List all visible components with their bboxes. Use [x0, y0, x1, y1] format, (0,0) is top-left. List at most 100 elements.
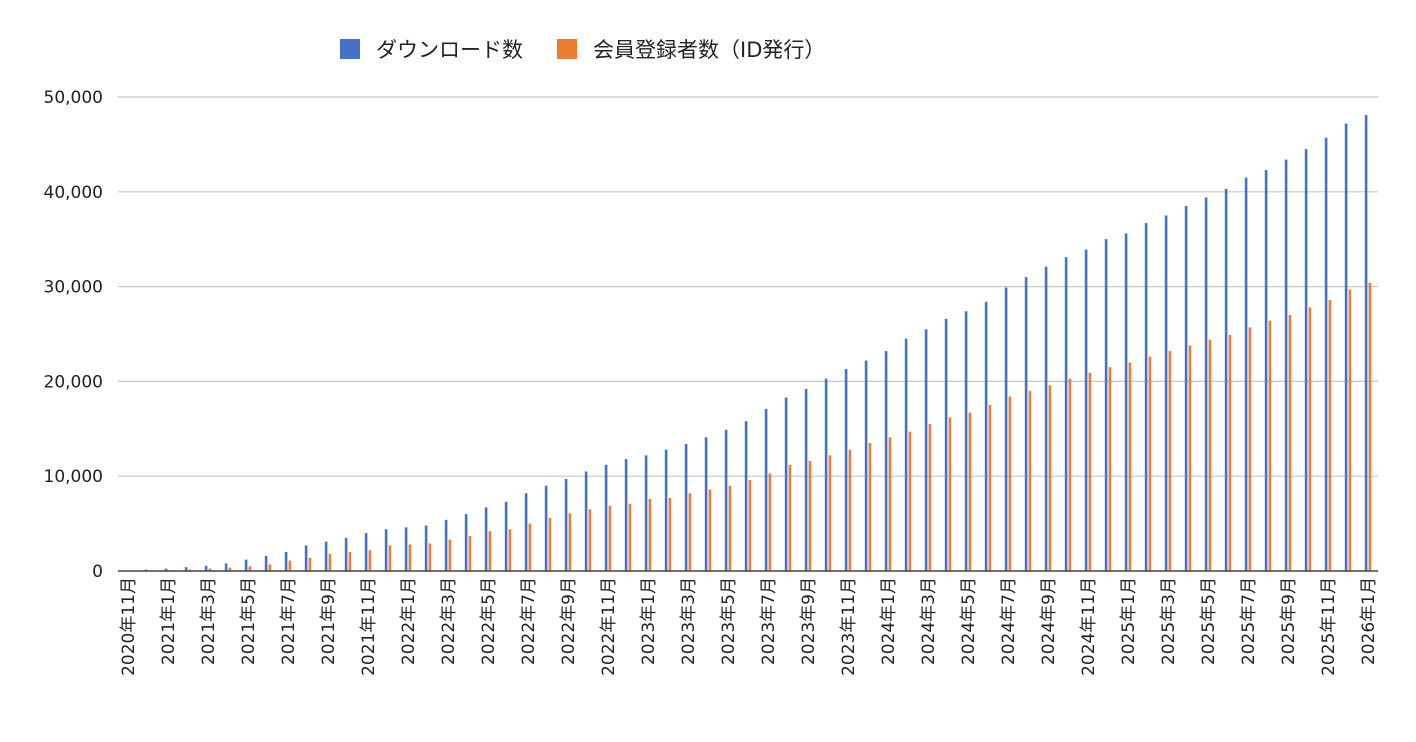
x-tick-label: 2024年1月 [879, 577, 899, 665]
bar-members [1068, 378, 1072, 571]
bar-downloads [1304, 149, 1308, 571]
bar-downloads [1084, 249, 1088, 572]
bar-downloads [924, 329, 928, 571]
x-tick-label: 2024年7月 [999, 577, 1019, 665]
y-tick-label: 20,000 [44, 372, 103, 392]
bar-members [608, 505, 612, 571]
x-tick-label: 2026年1月 [1359, 577, 1379, 665]
bar-downloads [1264, 169, 1268, 571]
x-tick-label: 2022年5月 [479, 577, 499, 665]
bar-downloads [1324, 137, 1328, 571]
x-tick-label: 2021年11月 [359, 577, 379, 676]
bar-members [1148, 356, 1152, 571]
bar-downloads [964, 311, 968, 571]
bar-members [748, 479, 752, 571]
bar-members [208, 568, 212, 571]
bar-members [1348, 289, 1352, 571]
bar-downloads [1204, 197, 1208, 571]
bar-members [808, 461, 812, 571]
bar-downloads [684, 443, 688, 571]
bar-members [948, 417, 952, 571]
legend-item-members: 会員登録者数（ID発行） [557, 34, 825, 64]
bar-downloads [604, 464, 608, 571]
bar-members [848, 449, 852, 571]
bar-downloads [944, 318, 948, 571]
bar-downloads [164, 568, 168, 571]
bar-members [968, 412, 972, 571]
x-tick-label: 2024年5月 [959, 577, 979, 665]
legend-label-downloads: ダウンロード数 [376, 38, 523, 62]
y-tick-label: 10,000 [44, 467, 103, 487]
bar-downloads [244, 559, 248, 571]
y-tick-label: 30,000 [44, 278, 103, 298]
bar-downloads [264, 555, 268, 571]
x-tick-label: 2023年7月 [759, 577, 779, 665]
x-tick-label: 2022年11月 [599, 577, 619, 676]
bar-members [328, 553, 332, 571]
x-tick-label: 2023年9月 [799, 577, 819, 665]
bar-members [408, 544, 412, 571]
x-tick-label: 2023年3月 [679, 577, 699, 665]
bar-members [1088, 372, 1092, 571]
x-tick-label: 2024年3月 [919, 577, 939, 665]
bar-members [768, 473, 772, 571]
bar-members [888, 437, 892, 571]
bar-downloads [524, 493, 528, 571]
bar-members [428, 543, 432, 571]
bar-downloads [464, 514, 468, 571]
bar-downloads [404, 527, 408, 571]
y-tick-label: 40,000 [44, 183, 103, 203]
bar-downloads [844, 369, 848, 571]
bars [124, 115, 1372, 572]
bar-downloads [484, 507, 488, 571]
legend-swatch-members [557, 39, 577, 59]
legend-swatch-downloads [340, 39, 360, 59]
bar-downloads [744, 421, 748, 571]
legend-label-members: 会員登録者数（ID発行） [593, 38, 826, 62]
bar-members [548, 517, 552, 571]
bar-downloads [884, 351, 888, 571]
bar-downloads [1044, 266, 1048, 571]
bar-members [1048, 385, 1052, 571]
x-tick-label: 2025年7月 [1239, 577, 1259, 665]
bar-downloads [1364, 115, 1368, 572]
x-tick-label: 2022年1月 [399, 577, 419, 665]
x-tick-label: 2023年11月 [839, 577, 859, 676]
bar-downloads [544, 485, 548, 571]
bar-downloads [864, 360, 868, 571]
bar-downloads [304, 545, 308, 571]
x-tick-label: 2021年3月 [199, 577, 219, 665]
x-tick-label: 2025年5月 [1199, 577, 1219, 665]
bar-downloads [364, 533, 368, 571]
x-tick-label: 2020年11月 [119, 577, 139, 676]
bar-members [988, 405, 992, 571]
bar-members [1208, 339, 1212, 571]
bar-downloads [904, 338, 908, 571]
bar-members [1288, 315, 1292, 571]
x-tick-label: 2021年7月 [279, 577, 299, 665]
bar-members [828, 455, 832, 571]
bar-members [688, 493, 692, 571]
bar-members [788, 464, 792, 571]
x-tick-label: 2022年7月 [519, 577, 539, 665]
bar-downloads [664, 449, 668, 571]
bar-downloads [704, 437, 708, 571]
bar-downloads [1284, 159, 1288, 571]
bar-downloads [584, 471, 588, 571]
bar-members [1328, 299, 1332, 571]
bar-members [468, 535, 472, 571]
bar-members [1268, 320, 1272, 571]
bar-members [1228, 334, 1232, 571]
bar-members [448, 539, 452, 571]
bar-members [1188, 345, 1192, 571]
bar-downloads [184, 567, 188, 571]
bar-members [728, 485, 732, 571]
bar-downloads [804, 388, 808, 571]
bar-downloads [984, 301, 988, 571]
bar-members [388, 545, 392, 571]
bar-downloads [204, 565, 208, 571]
bar-downloads [644, 455, 648, 571]
bar-downloads [384, 529, 388, 571]
y-tick-label: 0 [92, 562, 103, 582]
